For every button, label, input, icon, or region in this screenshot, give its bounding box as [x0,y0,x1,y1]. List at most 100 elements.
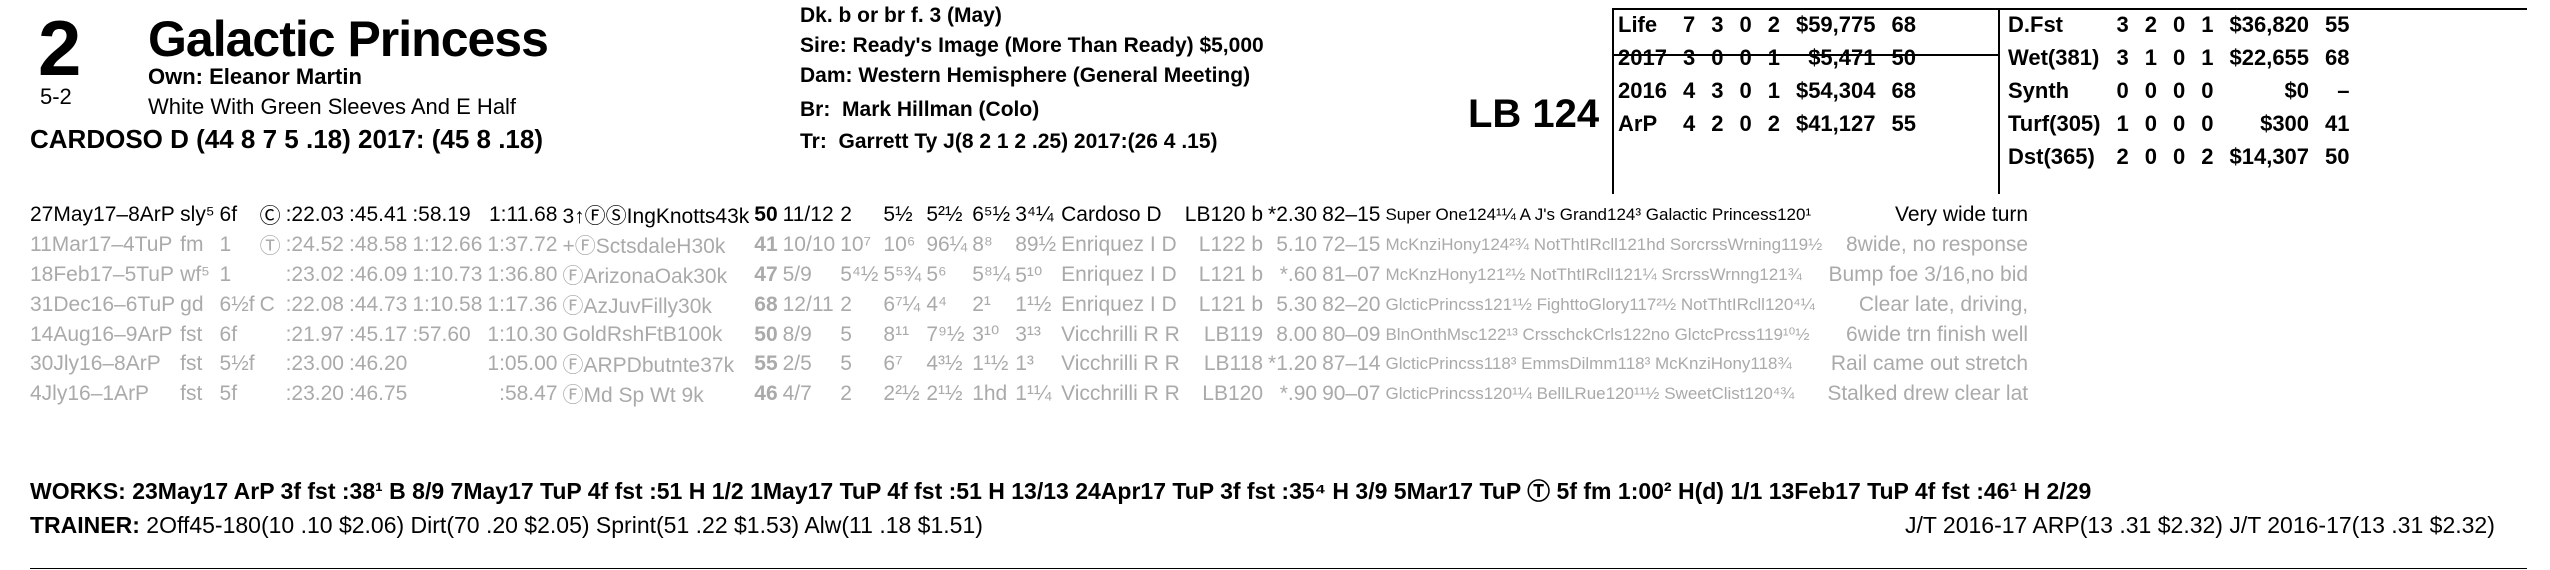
stats-w: 1 [2144,44,2157,70]
stats-row: Dst(365) 2 0 0 2 $14,307 50 [2000,140,2358,173]
stats-label: Life [1618,11,1658,37]
pp-fig: 55 [754,352,778,375]
pp-jockey: Enriquez I D [1061,233,1177,256]
pp-cond: gd [180,293,204,316]
stats-fig: 55 [2325,11,2350,37]
pp-f1: :22.08 [285,293,344,316]
stats-fig: 41 [2325,110,2350,136]
stats-box-mid-edge [1998,8,2000,194]
stats-w: 0 [2144,110,2157,136]
pp-trip: Bump foe 3/16,no bid [1828,263,2029,286]
pp-f3 [412,349,487,379]
pp-fin: 1:36.80 [487,263,558,286]
stats-row: Life 7 3 0 2 $59,775 68 [1610,8,1924,41]
pp-sfc: C [259,293,275,316]
pp-f1: :23.00 [285,352,344,375]
pp-row: 11Mar17–4TuP fm 1 Ⓣ:24.52:48.58 1:12.66 1:37.… [30,230,2033,260]
pp-dist: 6f [219,322,238,346]
pp-c2: 5²½ [926,203,963,226]
pp-f3: :58.19 [412,203,471,226]
pp-c2: 5⁶ [926,263,947,286]
pp-f2: :46.20 [348,352,408,375]
stats-starts: 1 [2116,110,2129,136]
stats-s: 0 [2201,110,2214,136]
pp-c1: 5⁵¾ [883,263,922,286]
pp-comment: BlnOnthMsc122¹³ CrsschckCrls122no GlctcP… [1385,324,1810,344]
pp-odds: 8.00 [1276,322,1318,346]
pp-spd: 82–20 [1322,293,1381,316]
pp-date: 18Feb17–5TuP [30,263,174,286]
pp-c4: 3¹³ [1015,322,1041,346]
stats-s: 1 [2201,44,2214,70]
pp-f1: :23.02 [285,263,344,286]
pp-fin: 1:10.30 [487,322,558,346]
pp-odds: 5.30 [1276,293,1318,316]
pp-trip: Very wide turn [1895,203,2029,226]
pp-odds: *2.30 [1268,203,1318,226]
stats-p: 0 [1739,44,1752,70]
pp-pp: 12/11 [782,293,834,316]
pp-st: 2 [840,203,852,226]
stats-label: ArP [1618,110,1658,136]
pp-st: 5 [840,322,852,346]
pp-race: ⒻMd Sp Wt 9k [562,384,704,407]
pp-spd: 80–09 [1322,322,1381,346]
pp-f1: :21.97 [285,322,344,346]
lasix-weight: LB 124 [1468,92,1600,136]
stats-w: 0 [2144,143,2157,169]
stats-w: 3 [1711,11,1724,37]
pp-f1: :23.20 [285,382,344,405]
pp-dist: 6f [219,203,238,226]
pp-f2: :46.75 [348,382,408,405]
stats-row: Turf(305) 1 0 0 0 $300 41 [2000,107,2358,140]
stats-w: 3 [1711,77,1724,103]
pp-race: ⒻAzJuvFilly30k [562,295,712,318]
stats-label: Turf(305) [2008,110,2101,136]
pp-date: 27May17–8ArP [30,203,175,226]
pp-odds: 5.10 [1276,233,1318,256]
pp-med: L122 b [1198,233,1264,256]
pp-cond: wf⁵ [180,263,210,286]
stats-starts: 3 [2116,44,2129,70]
stats-w: 0 [1711,44,1724,70]
breeder-line: Br: Mark Hillman (Colo) [800,98,1039,122]
pp-date: 4Jly16–1ArP [30,382,150,405]
stats-earnings: $14,307 [2229,143,2310,169]
sire: Ready's Image (More Than Ready) $5,000 [852,34,1264,57]
pp-date: 14Aug16–9ArP [30,322,173,346]
silks-description: White With Green Sleeves And E Half [148,94,517,119]
pp-st: 10⁷ [840,233,872,256]
pp-c1: 5½ [883,203,913,226]
pp-c1: 6⁷ [883,352,903,375]
pp-f1: :22.03 [285,203,344,226]
stats-fig: 68 [1891,77,1916,103]
trainer-stats-text: 2Off45-180(10 .10 $2.06) Dirt(70 .20 $2.… [146,512,983,538]
stats-fig: 50 [1891,44,1916,70]
stats-starts: 2 [2116,143,2129,169]
pp-c3: 3¹⁰ [972,323,1000,346]
pp-fig: 46 [754,382,778,405]
dam-line: Dam: Western Hemisphere (General Meeting… [800,64,1250,88]
pp-st: 5 [840,352,852,375]
pp-jockey: Vicchrilli R R [1061,382,1180,405]
pp-c4: 1¹½ [1015,293,1052,316]
pp-pp: 8/9 [782,322,812,346]
pp-dist: 5f [219,382,238,405]
pp-med: LB120 [1202,382,1264,405]
pp-pp: 10/10 [782,233,836,256]
pp-sfc [260,379,286,409]
workouts-line: WORKS: 23May17 ArP 3f fst :38¹ B 8/9 7Ma… [30,478,2092,504]
pp-c1: 10⁶ [883,233,916,256]
pp-date: 31Dec16–6TuP [30,293,176,316]
pp-pp: 4/7 [782,382,812,405]
pp-cond: fst [180,352,203,375]
pp-c3: 1hd [972,382,1008,405]
pp-f3: 1:10.73 [412,263,483,286]
pp-dist: 5½f [219,352,255,375]
stats-starts: 3 [1682,44,1696,70]
pp-comment: GlcticPrincss118³ EmmsDilmm118³ McKnziHo… [1385,354,1792,373]
stats-s: 2 [1767,11,1780,37]
pp-c2: 7⁹½ [926,322,965,346]
pp-odds: *.90 [1279,382,1318,405]
stats-w: 2 [2144,11,2157,37]
